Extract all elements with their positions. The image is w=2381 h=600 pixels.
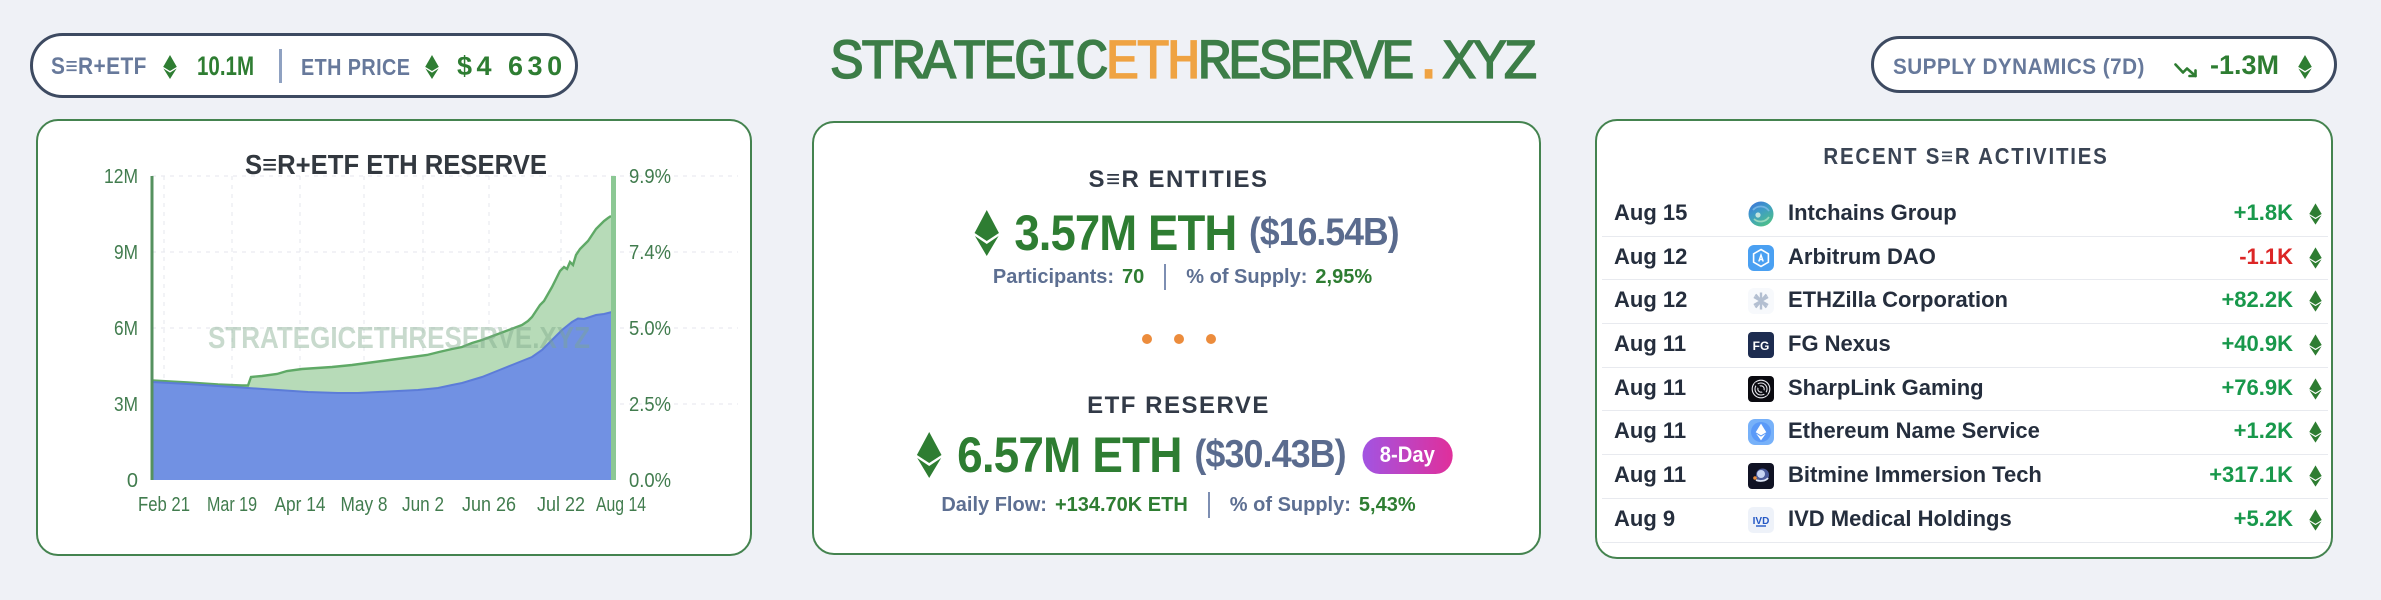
svg-text:Jun 26: Jun 26 xyxy=(462,494,516,516)
svg-text:2.5%: 2.5% xyxy=(629,394,671,416)
svg-text:0.0%: 0.0% xyxy=(629,470,671,492)
svg-text:Aug 14: Aug 14 xyxy=(596,494,646,516)
svg-text:FG: FG xyxy=(1753,339,1770,353)
svg-text:0: 0 xyxy=(127,470,138,492)
svg-text:9M: 9M xyxy=(114,242,138,264)
svg-text:5.0%: 5.0% xyxy=(629,318,671,340)
svg-text:3M: 3M xyxy=(114,394,138,416)
svg-text:7.4%: 7.4% xyxy=(629,242,671,264)
svg-text:12M: 12M xyxy=(104,166,138,188)
svg-text:6M: 6M xyxy=(114,318,138,340)
svg-text:Feb 21: Feb 21 xyxy=(138,494,190,516)
svg-text:Jun 2: Jun 2 xyxy=(402,494,444,516)
svg-text:Jul 22: Jul 22 xyxy=(537,494,585,516)
svg-text:S≡R+ETF ETH RESERVE: S≡R+ETF ETH RESERVE xyxy=(245,149,547,180)
svg-text:9.9%: 9.9% xyxy=(629,166,671,188)
svg-text:May 8: May 8 xyxy=(341,494,388,516)
svg-text:Mar 19: Mar 19 xyxy=(207,494,257,516)
svg-text:IVD: IVD xyxy=(1753,516,1770,527)
svg-text:STRATEGICETHRESERVE.XYZ: STRATEGICETHRESERVE.XYZ xyxy=(208,320,590,355)
svg-text:Apr 14: Apr 14 xyxy=(275,494,326,516)
